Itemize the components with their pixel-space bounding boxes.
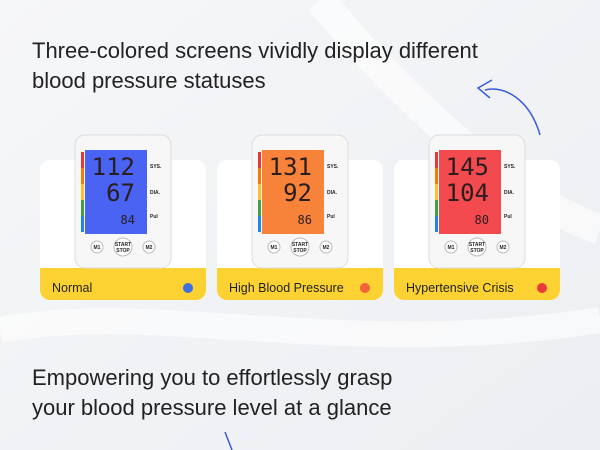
card-band [40, 268, 206, 300]
color-strip [81, 168, 84, 184]
systolic: 145 [446, 153, 489, 181]
pulse: 86 [298, 213, 312, 227]
card-label: Normal [52, 281, 92, 295]
diastolic: 92 [283, 179, 312, 207]
headline: Three-colored screens vividly display di… [32, 38, 478, 93]
color-strip [258, 184, 261, 200]
status-dot [537, 283, 547, 293]
button [90, 240, 104, 254]
systolic: 112 [92, 153, 135, 181]
diastolic: 67 [106, 179, 135, 207]
systolic: 131 [269, 153, 312, 181]
status-dot [360, 283, 370, 293]
card-label: High Blood Pressure [229, 281, 344, 295]
button [319, 240, 333, 254]
dia-label: DIA. [150, 190, 161, 196]
color-strip [258, 168, 261, 184]
stop-label: STOP [470, 248, 484, 254]
color-strip [81, 216, 84, 232]
pul-label: Pul [327, 214, 335, 220]
button [113, 237, 133, 257]
screen [262, 150, 324, 234]
dia-label: DIA. [327, 190, 338, 196]
status-dot [183, 283, 193, 293]
pulse: 80 [475, 213, 489, 227]
color-strip [435, 200, 438, 216]
swoosh [0, 307, 600, 348]
button [142, 240, 156, 254]
arrow-decoration [476, 79, 541, 136]
pulse: 84 [121, 213, 135, 227]
footer-text: Empowering you to effortlessly grasp your… [32, 365, 392, 420]
m2-label: M2 [146, 245, 153, 251]
color-strip [258, 152, 261, 168]
m1-label: M1 [271, 245, 278, 251]
m2-label: M2 [323, 245, 330, 251]
sys-label: SYS. [150, 164, 162, 170]
card-label: Hypertensive Crisis [406, 281, 514, 295]
button [267, 240, 281, 254]
pul-label: Pul [150, 214, 158, 220]
color-strip [258, 200, 261, 216]
arrow-decoration [224, 431, 233, 450]
color-strip [81, 184, 84, 200]
start-label: START [115, 242, 131, 248]
pul-label: Pul [504, 214, 512, 220]
card-band [394, 268, 560, 300]
screen [439, 150, 501, 234]
button [290, 237, 310, 257]
m1-label: M1 [448, 245, 455, 251]
m2-label: M2 [500, 245, 507, 251]
card-band [217, 268, 383, 300]
color-strip [435, 216, 438, 232]
color-strip [258, 216, 261, 232]
color-strip [435, 168, 438, 184]
color-strip [435, 152, 438, 168]
sys-label: SYS. [504, 164, 516, 170]
screen [85, 150, 147, 234]
color-strip [435, 184, 438, 200]
diastolic: 104 [446, 179, 489, 207]
dia-label: DIA. [504, 190, 515, 196]
sys-label: SYS. [327, 164, 339, 170]
button [444, 240, 458, 254]
start-label: START [292, 242, 308, 248]
color-strip [81, 200, 84, 216]
stop-label: STOP [116, 248, 130, 254]
button [496, 240, 510, 254]
m1-label: M1 [94, 245, 101, 251]
start-label: START [469, 242, 485, 248]
button [467, 237, 487, 257]
color-strip [81, 152, 84, 168]
stop-label: STOP [293, 248, 307, 254]
